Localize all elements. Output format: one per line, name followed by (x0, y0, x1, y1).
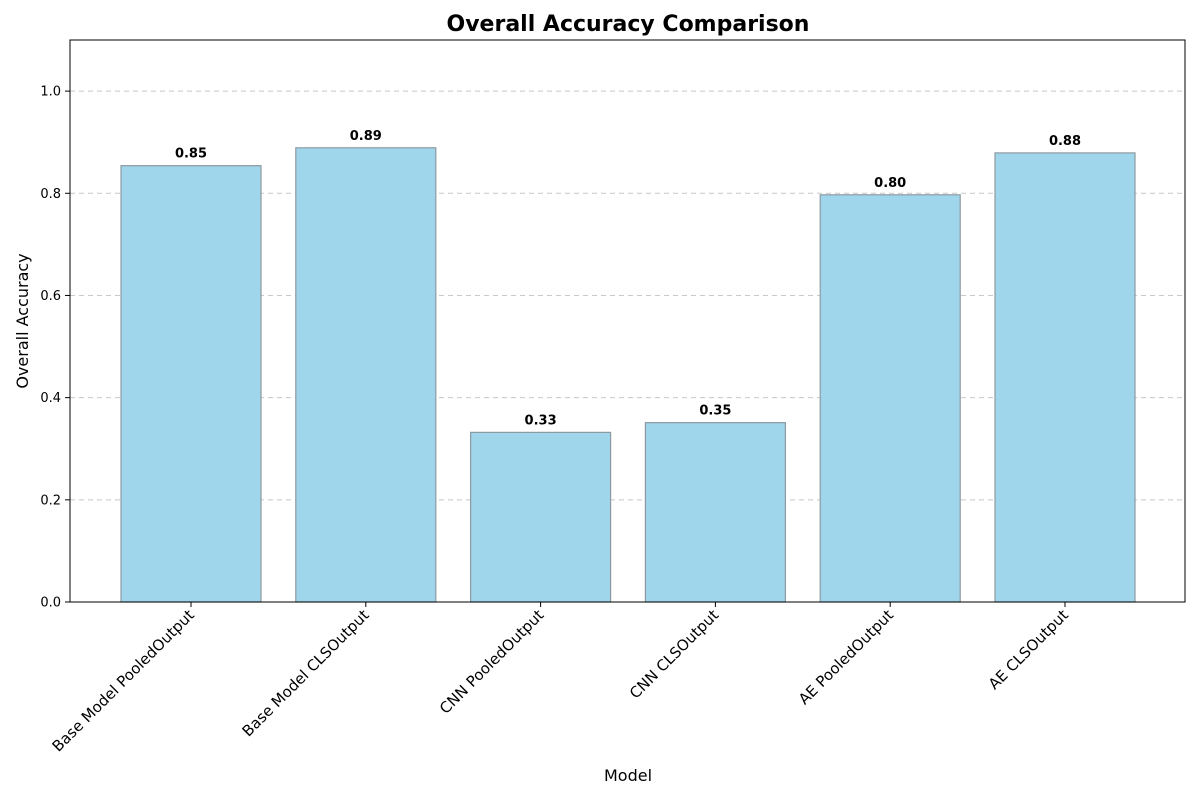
plot-frame (69, 39, 1186, 603)
x-tick-label: CNN PooledOutput (436, 606, 548, 718)
bar-value-label: 0.88 (1049, 134, 1081, 149)
x-tick-label: CNN CLSOutput (626, 606, 722, 702)
x-tick-label: AE PooledOutput (795, 606, 897, 708)
bar (120, 165, 262, 603)
bar (819, 194, 961, 603)
bar (644, 422, 787, 603)
x-tick-label: Base Model PooledOutput (49, 606, 198, 755)
bar-value-label: 0.35 (699, 404, 731, 419)
bar-value-label: 0.89 (350, 129, 382, 144)
y-tick-label: 0.6 (40, 289, 61, 304)
y-axis-label: Overall Accuracy (13, 253, 32, 388)
x-tick-label: Base Model CLSOutput (239, 606, 373, 740)
bar (470, 431, 612, 603)
bar (994, 152, 1136, 603)
bar-value-label: 0.80 (874, 176, 906, 191)
y-tick-label: 0.4 (40, 391, 61, 406)
bar (295, 147, 437, 603)
y-tick-label: 0.8 (40, 187, 61, 202)
y-tick-label: 0.2 (40, 493, 61, 508)
x-tick-label: AE CLSOutput (985, 606, 1072, 693)
chart-title: Overall Accuracy Comparison (447, 12, 810, 37)
bar-value-label: 0.33 (525, 413, 557, 428)
bar-value-label: 0.85 (175, 147, 207, 162)
y-tick-label: 0.0 (40, 596, 61, 611)
bars-layer (120, 147, 1136, 603)
axes-layer (65, 39, 1186, 607)
y-tick-label: 1.0 (40, 85, 61, 100)
x-axis-label: Model (604, 766, 652, 785)
